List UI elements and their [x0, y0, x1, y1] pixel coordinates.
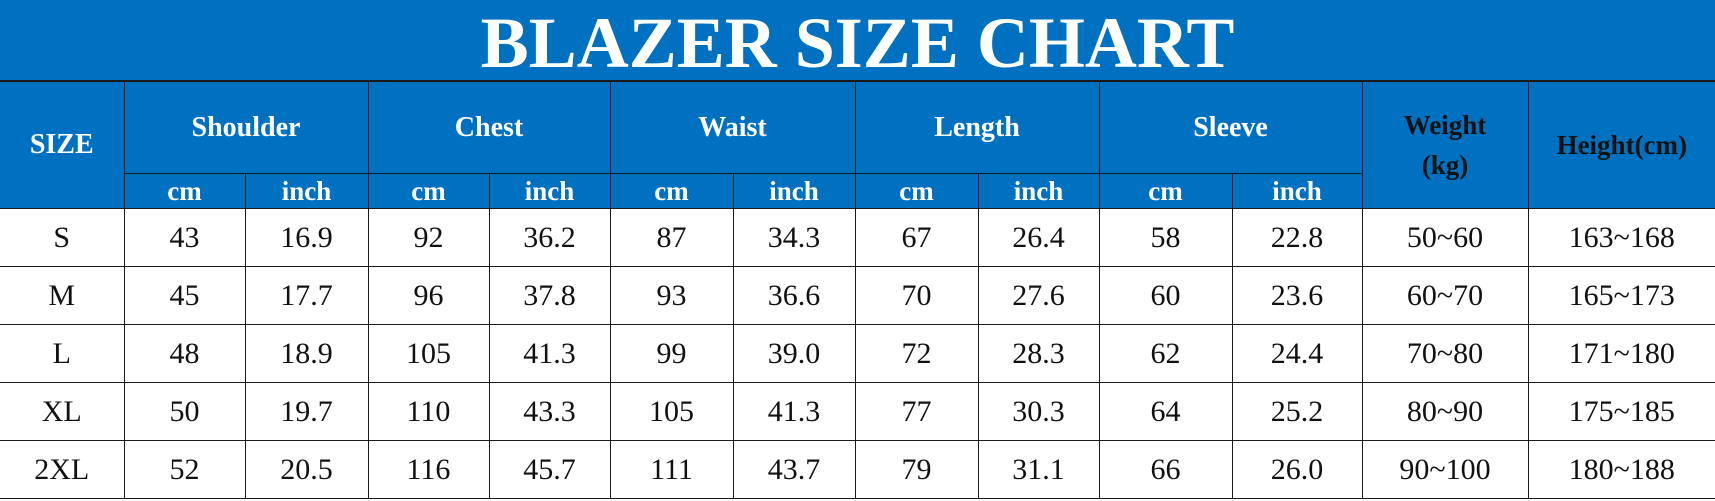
- table-cell: 87: [609, 208, 734, 267]
- table-cell: 26.4: [977, 208, 1100, 267]
- header-shoulder: Shoulder: [123, 82, 369, 174]
- table-cell: 23.6: [1231, 266, 1363, 325]
- table-cell: 79: [854, 440, 979, 499]
- table-cell: 36.6: [732, 266, 856, 325]
- size-label: XL: [0, 382, 125, 441]
- table-cell: 110: [367, 382, 490, 441]
- table-cell: 165~173: [1527, 266, 1715, 325]
- table-cell: 60~70: [1361, 266, 1529, 325]
- table-cell: 16.9: [244, 208, 369, 267]
- table-cell: 25.2: [1231, 382, 1363, 441]
- table-cell: 175~185: [1527, 382, 1715, 441]
- table-cell: 43: [123, 208, 246, 267]
- table-cell: 96: [367, 266, 490, 325]
- table-row: 2XL 52 20.5 116 45.7 111 43.7 79 31.1 66 26.0 90~10…: [0, 440, 1715, 499]
- table-cell: 93: [609, 266, 734, 325]
- table-cell: 105: [367, 324, 490, 383]
- unit-header-cm: cm: [1098, 173, 1233, 209]
- chart-title: BLAZER SIZE CHART: [0, 0, 1715, 83]
- header-length: Length: [854, 82, 1100, 174]
- table-cell: 90~100: [1361, 440, 1529, 499]
- table-cell: 28.3: [977, 324, 1100, 383]
- table-cell: 105: [609, 382, 734, 441]
- table-cell: 60: [1098, 266, 1233, 325]
- table-cell: 17.7: [244, 266, 369, 325]
- table-cell: 24.4: [1231, 324, 1363, 383]
- table-row: XL 50 19.7 110 43.3 105 41.3 77 30.3 64 25.2 80~90 1…: [0, 382, 1715, 441]
- table-cell: 43.3: [488, 382, 611, 441]
- table-cell: 27.6: [977, 266, 1100, 325]
- unit-header-inch: inch: [732, 173, 856, 209]
- header-waist: Waist: [609, 82, 856, 174]
- table-cell: 66: [1098, 440, 1233, 499]
- table-cell: 20.5: [244, 440, 369, 499]
- table-cell: 43.7: [732, 440, 856, 499]
- table-cell: 50~60: [1361, 208, 1529, 267]
- table-cell: 70~80: [1361, 324, 1529, 383]
- table-cell: 64: [1098, 382, 1233, 441]
- table-cell: 171~180: [1527, 324, 1715, 383]
- table-cell: 48: [123, 324, 246, 383]
- header-chest: Chest: [367, 82, 611, 174]
- header-size: SIZE: [0, 82, 125, 209]
- table-cell: 50: [123, 382, 246, 441]
- table-cell: 180~188: [1527, 440, 1715, 499]
- unit-header-cm: cm: [367, 173, 490, 209]
- table-cell: 31.1: [977, 440, 1100, 499]
- table-cell: 72: [854, 324, 979, 383]
- header-weight: Weight (kg): [1361, 82, 1529, 209]
- table-cell: 45.7: [488, 440, 611, 499]
- unit-header-inch: inch: [488, 173, 611, 209]
- table-cell: 30.3: [977, 382, 1100, 441]
- table-cell: 80~90: [1361, 382, 1529, 441]
- table-cell: 39.0: [732, 324, 856, 383]
- table-row: S 43 16.9 92 36.2 87 34.3 67 26.4 58 22.8 50~60 163~…: [0, 208, 1715, 267]
- table-cell: 67: [854, 208, 979, 267]
- table-cell: 18.9: [244, 324, 369, 383]
- table-cell: 37.8: [488, 266, 611, 325]
- unit-header-cm: cm: [124, 173, 246, 209]
- table-cell: 34.3: [732, 208, 856, 267]
- table-cell: 45: [123, 266, 246, 325]
- unit-header-cm: cm: [854, 173, 979, 209]
- table-cell: 70: [854, 266, 979, 325]
- table-cell: 22.8: [1231, 208, 1363, 267]
- size-label: S: [0, 208, 125, 267]
- table-cell: 41.3: [732, 382, 856, 441]
- table-cell: 116: [367, 440, 490, 499]
- table-cell: 19.7: [244, 382, 369, 441]
- table-cell: 41.3: [488, 324, 611, 383]
- table-cell: 26.0: [1231, 440, 1363, 499]
- unit-header-inch: inch: [244, 173, 369, 209]
- table-cell: 62: [1098, 324, 1233, 383]
- table-cell: 36.2: [488, 208, 611, 267]
- size-label: M: [0, 266, 125, 325]
- header-height: Height(cm): [1527, 82, 1715, 209]
- table-cell: 52: [123, 440, 246, 499]
- table-cell: 58: [1098, 208, 1233, 267]
- unit-header-inch: inch: [1231, 173, 1363, 209]
- table-cell: 92: [367, 208, 490, 267]
- table-row: M 45 17.7 96 37.8 93 36.6 70 27.6 60 23.6 60~70 165~…: [0, 266, 1715, 325]
- table-cell: 163~168: [1527, 208, 1715, 267]
- header-sleeve: Sleeve: [1098, 82, 1363, 174]
- unit-header-cm: cm: [609, 173, 734, 209]
- size-table: SIZE Shoulder Chest Waist Length Sleeve …: [0, 82, 1715, 499]
- table-cell: 111: [609, 440, 734, 499]
- size-label: 2XL: [0, 440, 125, 499]
- size-label: L: [0, 324, 125, 383]
- table-cell: 77: [854, 382, 979, 441]
- unit-header-inch: inch: [977, 173, 1100, 209]
- table-cell: 99: [609, 324, 734, 383]
- table-row: L 48 18.9 105 41.3 99 39.0 72 28.3 62 24.4 70~80 171…: [0, 324, 1715, 383]
